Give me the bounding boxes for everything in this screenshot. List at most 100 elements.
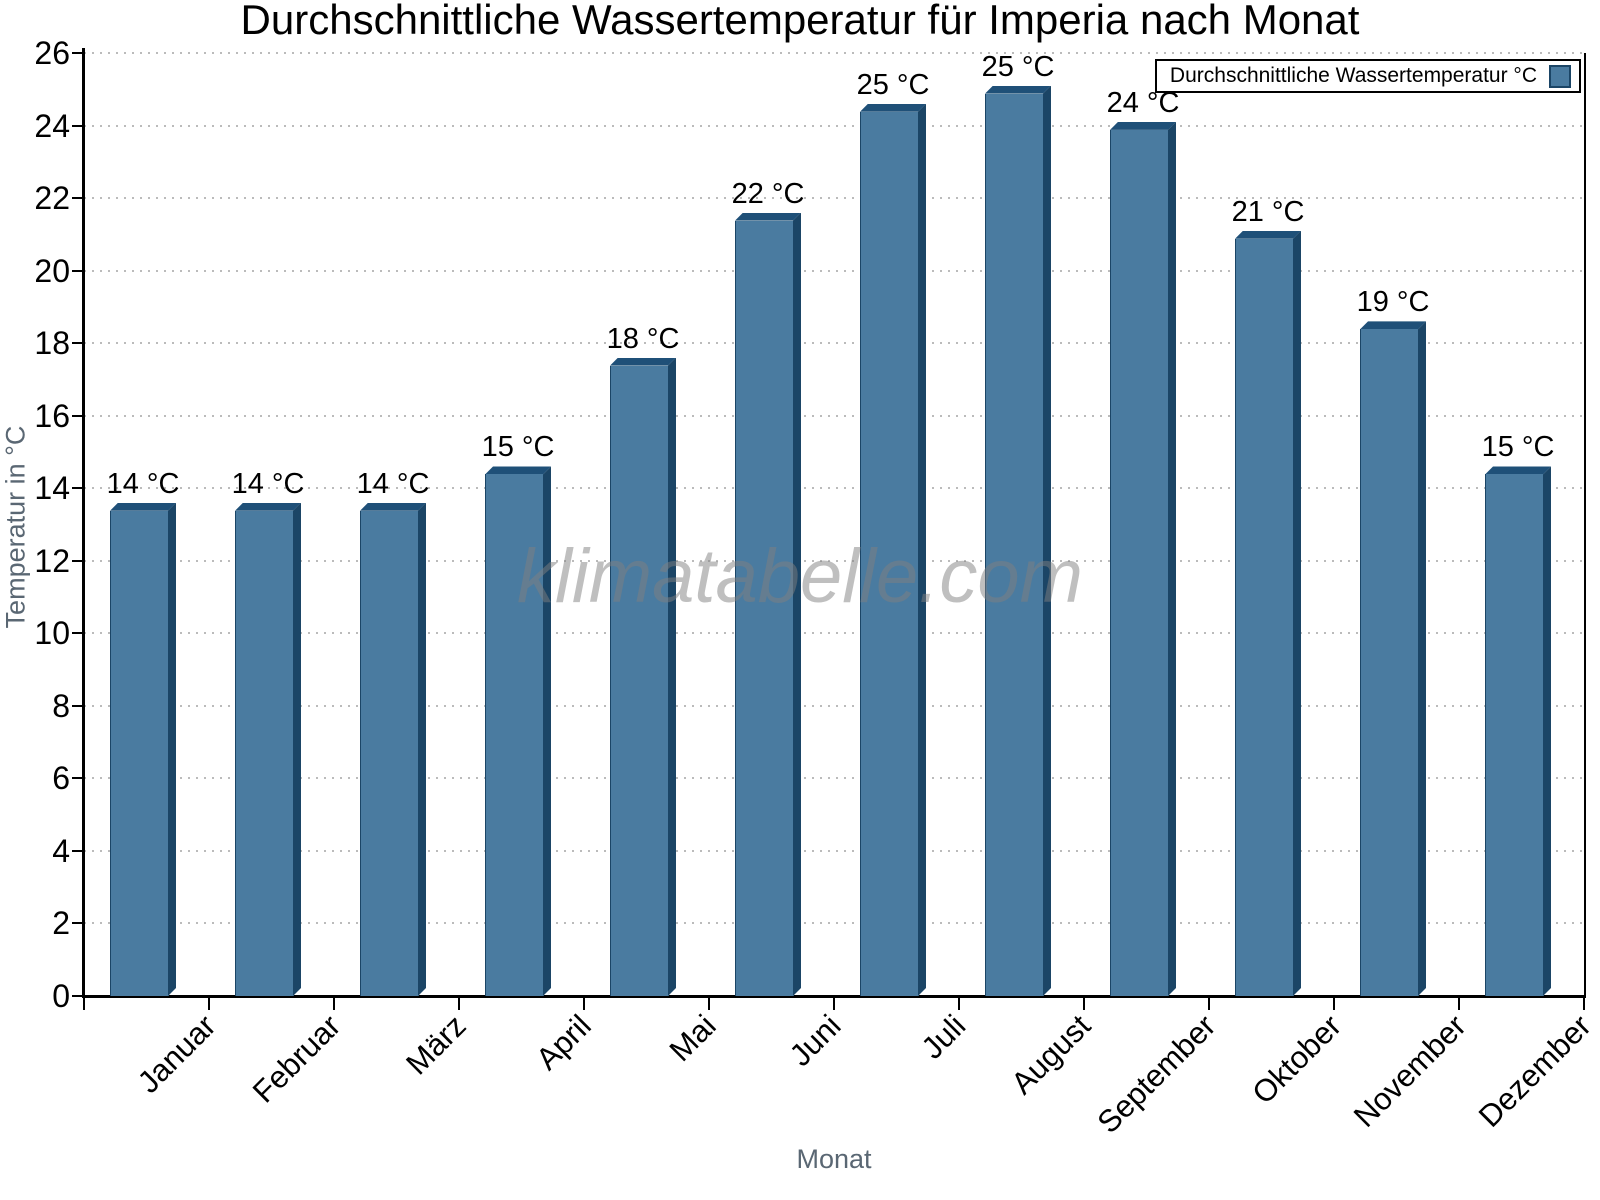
bar-top xyxy=(235,503,301,511)
legend-label: Durchschnittliche Wassertemperatur °C xyxy=(1169,64,1537,87)
legend: Durchschnittliche Wassertemperatur °C xyxy=(1155,59,1581,93)
gridline xyxy=(84,777,1584,780)
bar-side xyxy=(1293,231,1301,996)
bar-side xyxy=(668,358,676,996)
bar-top xyxy=(360,503,426,511)
y-tick-label: 12 xyxy=(34,542,70,579)
x-tick xyxy=(708,996,710,1010)
bar-side xyxy=(918,104,926,996)
bar-value-label: 14 °C xyxy=(231,467,305,500)
x-tick-label: Juli xyxy=(915,1008,973,1066)
y-tick-label: 2 xyxy=(52,905,70,942)
y-tick xyxy=(72,197,85,200)
x-tick-label: Februar xyxy=(246,1008,348,1110)
y-tick xyxy=(72,704,85,707)
x-tick xyxy=(1083,996,1085,1010)
plot-right-border xyxy=(1584,53,1586,996)
gridline xyxy=(84,269,1584,272)
bar-face xyxy=(1360,329,1419,996)
x-tick xyxy=(1208,996,1210,1010)
bar-side xyxy=(1543,466,1551,996)
y-tick-label: 16 xyxy=(34,397,70,434)
bar-face xyxy=(610,365,669,996)
bar-side xyxy=(168,503,176,996)
bar xyxy=(1110,122,1176,996)
x-tick-label: Januar xyxy=(130,1008,223,1100)
bar-top xyxy=(985,86,1051,94)
y-tick xyxy=(72,559,85,562)
bar xyxy=(735,213,801,996)
bar-top xyxy=(485,466,551,474)
gridline xyxy=(84,414,1584,417)
y-tick xyxy=(72,124,85,127)
bar-side xyxy=(543,466,551,996)
bar xyxy=(1485,466,1551,996)
gridline xyxy=(84,124,1584,127)
x-tick-label: November xyxy=(1346,1008,1473,1134)
y-tick xyxy=(72,414,85,417)
y-tick-label: 22 xyxy=(34,180,70,217)
bar-value-label: 15 °C xyxy=(1481,431,1555,464)
gridline xyxy=(84,197,1584,200)
bar-face xyxy=(1485,474,1544,996)
gridline xyxy=(84,704,1584,707)
bar xyxy=(985,86,1051,996)
x-tick-label: März xyxy=(399,1008,473,1082)
x-tick-label: September xyxy=(1090,1008,1223,1140)
bar xyxy=(110,503,176,996)
x-tick xyxy=(83,996,85,1010)
bar-top xyxy=(110,503,176,511)
y-tick xyxy=(72,922,85,925)
y-tick-label: 24 xyxy=(34,107,70,144)
bar xyxy=(485,466,551,996)
gridline xyxy=(84,487,1584,490)
bar-top xyxy=(1360,321,1426,329)
x-tick xyxy=(1583,996,1585,1010)
bar-value-label: 14 °C xyxy=(106,467,180,500)
y-tick xyxy=(72,487,85,490)
x-tick-label: Oktober xyxy=(1245,1008,1348,1111)
bar-value-label: 14 °C xyxy=(356,467,430,500)
bar-top xyxy=(860,104,926,112)
bar-face xyxy=(1235,238,1294,996)
bar-value-label: 25 °C xyxy=(856,68,930,101)
x-tick xyxy=(333,996,335,1010)
bar-face xyxy=(985,93,1044,996)
y-tick-label: 6 xyxy=(52,760,70,797)
bar-face xyxy=(485,474,544,996)
bar-face xyxy=(735,220,794,996)
x-tick-label: Juni xyxy=(782,1008,848,1073)
bar-side xyxy=(293,503,301,996)
x-tick xyxy=(208,996,210,1010)
y-tick-label: 0 xyxy=(52,978,70,1014)
y-axis-title: Temperatur in °C xyxy=(0,425,31,629)
bar-side xyxy=(1043,86,1051,996)
gridline xyxy=(84,52,1584,54)
gridline xyxy=(84,922,1584,925)
gridline xyxy=(84,632,1584,635)
y-tick-label: 10 xyxy=(34,615,70,652)
gridline xyxy=(84,849,1584,852)
y-axis-line xyxy=(82,48,85,997)
bar-top xyxy=(1235,231,1301,239)
y-tick xyxy=(72,632,85,635)
x-tick xyxy=(1458,996,1460,1010)
y-tick xyxy=(72,995,85,997)
bar xyxy=(1360,321,1426,996)
y-tick xyxy=(72,849,85,852)
bar-top xyxy=(610,358,676,366)
x-axis-title: Monat xyxy=(796,1144,872,1174)
gridline xyxy=(84,342,1584,345)
bar-face xyxy=(1110,129,1169,996)
x-tick xyxy=(1333,996,1335,1010)
y-tick xyxy=(72,777,85,780)
bar-top xyxy=(1485,466,1551,474)
bar-top xyxy=(1110,122,1176,130)
x-tick xyxy=(458,996,460,1010)
bar-value-label: 21 °C xyxy=(1231,195,1305,228)
bar-side xyxy=(1418,321,1426,996)
bar-face xyxy=(110,510,169,996)
x-tick-label: August xyxy=(1004,1008,1098,1101)
bar-side xyxy=(1168,122,1176,996)
